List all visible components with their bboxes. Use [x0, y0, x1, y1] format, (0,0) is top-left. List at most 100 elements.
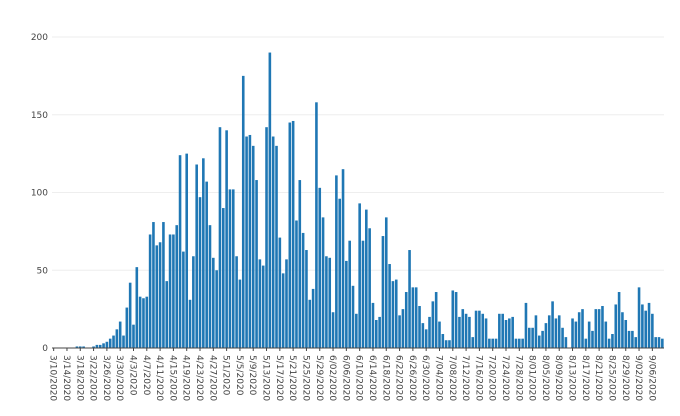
bar — [501, 313, 504, 348]
x-tick-label: 5/25/2020 — [300, 355, 310, 401]
x-tick-label: 7/16/2020 — [473, 355, 483, 401]
bar — [627, 330, 631, 348]
bar — [341, 169, 345, 348]
y-tick-label: 100 — [31, 189, 48, 199]
bar — [238, 279, 242, 348]
bar — [258, 259, 262, 348]
x-tick-label: 9/02/2020 — [633, 355, 643, 401]
bar — [158, 242, 162, 348]
bar — [544, 323, 548, 348]
bar — [488, 338, 491, 348]
bar — [518, 338, 521, 348]
bar — [138, 296, 142, 348]
bar — [614, 304, 618, 348]
bar — [464, 313, 468, 348]
bar — [428, 316, 431, 348]
bar — [311, 288, 315, 348]
x-axis-ticks: 3/10/2020 3/14/2020 3/18/2020 3/22/2020 3/26… — [48, 348, 656, 401]
bar — [168, 234, 172, 348]
bar — [611, 334, 614, 348]
bar — [561, 327, 564, 348]
bar — [388, 264, 391, 348]
bar — [118, 321, 122, 348]
bar — [634, 337, 638, 348]
bar — [541, 330, 544, 348]
bar — [431, 301, 435, 348]
x-tick-label: 8/13/2020 — [567, 355, 577, 401]
bar — [577, 312, 581, 348]
bar — [195, 164, 198, 348]
bar — [617, 292, 621, 348]
y-tick-label: 150 — [31, 111, 48, 121]
bar — [325, 256, 328, 348]
bar — [641, 304, 644, 348]
y-tick-label: 200 — [31, 33, 48, 43]
bar — [328, 257, 332, 348]
bar — [155, 245, 159, 348]
bar — [115, 329, 119, 348]
bar — [305, 250, 308, 348]
bar — [514, 338, 518, 348]
bar — [647, 302, 651, 348]
bar — [444, 340, 448, 348]
bar — [348, 240, 351, 348]
bar — [125, 307, 129, 348]
bar — [275, 145, 278, 348]
bar — [374, 320, 378, 348]
bar — [441, 334, 445, 348]
x-tick-label: 4/23/2020 — [194, 355, 204, 401]
bar — [411, 287, 415, 348]
bar — [571, 318, 574, 348]
x-tick-label: 5/5/2020 — [234, 355, 244, 396]
bar — [105, 341, 109, 348]
x-tick-label: 4/11/2020 — [154, 355, 164, 401]
bar — [205, 181, 208, 348]
bar — [321, 217, 325, 348]
x-tick-label: 5/13/2020 — [261, 355, 271, 401]
bar — [511, 316, 514, 348]
bar — [178, 155, 182, 348]
x-tick-label: 6/10/2020 — [354, 355, 364, 401]
bar — [241, 75, 245, 348]
x-tick-label: 3/14/2020 — [61, 355, 71, 401]
bar — [142, 298, 145, 348]
bar — [345, 260, 348, 348]
bar — [587, 321, 591, 348]
bar — [381, 236, 385, 348]
bar — [165, 281, 169, 348]
x-tick-label: 3/10/2020 — [48, 355, 58, 401]
x-tick-label: 5/29/2020 — [314, 355, 324, 401]
x-tick-label: 4/3/2020 — [127, 355, 137, 396]
bar — [607, 338, 611, 348]
bar — [128, 282, 132, 348]
x-tick-label: 7/12/2020 — [460, 355, 470, 401]
bar — [285, 259, 288, 348]
y-tick-label: 50 — [37, 266, 49, 276]
bar — [481, 313, 485, 348]
bar — [351, 285, 355, 348]
bar — [597, 309, 601, 348]
bar — [504, 320, 508, 348]
x-tick-label: 8/29/2020 — [620, 355, 630, 401]
bar — [221, 208, 225, 348]
bar — [631, 330, 634, 348]
bar — [245, 136, 248, 348]
bar — [135, 267, 139, 348]
bar — [132, 324, 135, 348]
bar — [414, 287, 418, 348]
bar — [278, 237, 282, 348]
bar — [661, 338, 664, 348]
bar — [527, 327, 531, 348]
bar — [108, 338, 112, 348]
bar — [604, 321, 608, 348]
bar — [581, 309, 584, 348]
bar — [391, 281, 395, 348]
bar — [208, 225, 212, 348]
bar — [508, 318, 511, 348]
x-tick-label: 3/18/2020 — [74, 355, 84, 401]
x-tick-label: 5/17/2020 — [274, 355, 284, 401]
bar — [145, 296, 149, 348]
bar — [315, 102, 318, 348]
bar — [98, 344, 102, 348]
